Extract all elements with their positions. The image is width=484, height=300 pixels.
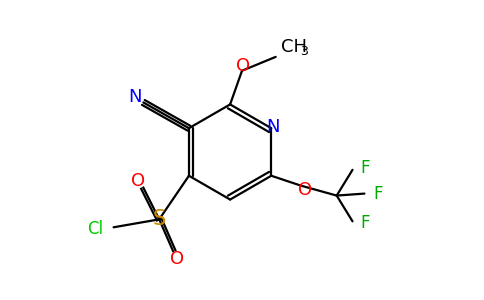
- Text: O: O: [131, 172, 146, 190]
- Text: F: F: [361, 214, 370, 232]
- Text: S: S: [152, 209, 166, 230]
- Text: N: N: [129, 88, 142, 106]
- Text: F: F: [373, 184, 383, 202]
- Text: O: O: [236, 57, 250, 75]
- Text: N: N: [267, 118, 280, 136]
- Text: F: F: [361, 159, 370, 177]
- Text: O: O: [170, 250, 184, 268]
- Text: 3: 3: [301, 45, 308, 58]
- Text: Cl: Cl: [88, 220, 104, 238]
- Text: O: O: [298, 181, 312, 199]
- Text: CH: CH: [281, 38, 307, 56]
